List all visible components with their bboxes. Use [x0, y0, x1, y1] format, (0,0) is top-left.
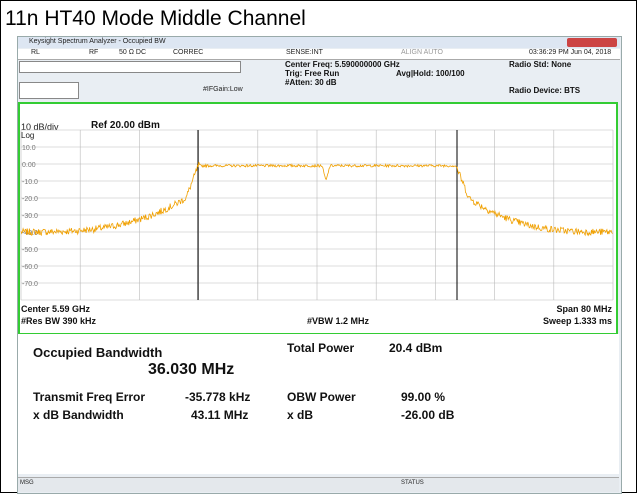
span: Span 80 MHz: [556, 304, 612, 314]
rf: RF: [89, 49, 99, 56]
obw-label: Occupied Bandwidth: [33, 345, 163, 360]
input-box[interactable]: [19, 82, 79, 99]
datetime: 03:36:29 PM Jun 04, 2018: [529, 49, 612, 56]
radio-std: Radio Std: None: [509, 60, 572, 69]
status-row: [18, 49, 620, 60]
ref-level: Ref 20.00 dBm: [91, 120, 160, 131]
impedance: 50 Ω DC: [119, 49, 147, 56]
window-buttons[interactable]: [567, 38, 617, 47]
obw-value: 36.030 MHz: [148, 361, 235, 378]
xdb-value: -26.00 dB: [401, 408, 455, 422]
rl: RL: [31, 49, 40, 56]
atten: #Atten: 30 dB: [285, 78, 337, 87]
y-label: 0.00: [22, 162, 36, 169]
y-label: -50.0: [22, 247, 38, 254]
center: Center 5.59 GHz: [21, 304, 91, 314]
total-power-value: 20.4 dBm: [389, 341, 443, 355]
input-box[interactable]: [19, 61, 241, 73]
obw-power-value: 99.00 %: [401, 390, 446, 404]
trig: Trig: Free Run: [285, 69, 340, 78]
y-label: -30.0: [22, 213, 38, 220]
msg: MSG: [20, 480, 34, 486]
center-freq: Center Freq: 5.590000000 GHz: [285, 60, 400, 69]
sweep: Sweep 1.333 ms: [542, 316, 612, 326]
correc: CORREC: [173, 49, 204, 56]
radio-device: Radio Device: BTS: [509, 86, 581, 95]
plot-area: [18, 102, 618, 335]
scale: 10 dB/div: [21, 122, 59, 132]
res-bw: #Res BW 390 kHz: [21, 316, 97, 326]
caption: 11n HT40 Mode Middle Channel: [5, 7, 306, 30]
status: STATUS: [401, 480, 424, 486]
y-label: -60.0: [22, 264, 38, 271]
status-bar: [18, 477, 619, 492]
tfe-value: -35.778 kHz: [185, 390, 251, 404]
avg-hold: Avg|Hold: 100/100: [396, 69, 465, 78]
window-title: Keysight Spectrum Analyzer - Occupied BW: [29, 38, 166, 45]
vbw: #VBW 1.2 MHz: [307, 316, 370, 326]
xdb-label: x dB: [287, 408, 314, 422]
log: Log: [21, 131, 35, 140]
tfe-label: Transmit Freq Error: [33, 390, 146, 404]
align: ALIGN AUTO: [401, 49, 443, 56]
y-label: 10.0: [22, 145, 36, 152]
sense: SENSE:INT: [286, 49, 323, 56]
y-label: -10.0: [22, 179, 38, 186]
ifgain: #IFGain:Low: [203, 86, 243, 93]
xdb-bw-value: 43.11 MHz: [191, 408, 249, 422]
trace: [20, 161, 613, 237]
y-label: -70.0: [22, 281, 38, 288]
total-power-label: Total Power: [287, 341, 355, 355]
results-panel: [18, 334, 619, 474]
xdb-bw-label: x dB Bandwidth: [33, 408, 124, 422]
obw-power-label: OBW Power: [287, 390, 356, 404]
title-bar: [18, 37, 620, 48]
y-label: -20.0: [22, 196, 38, 203]
